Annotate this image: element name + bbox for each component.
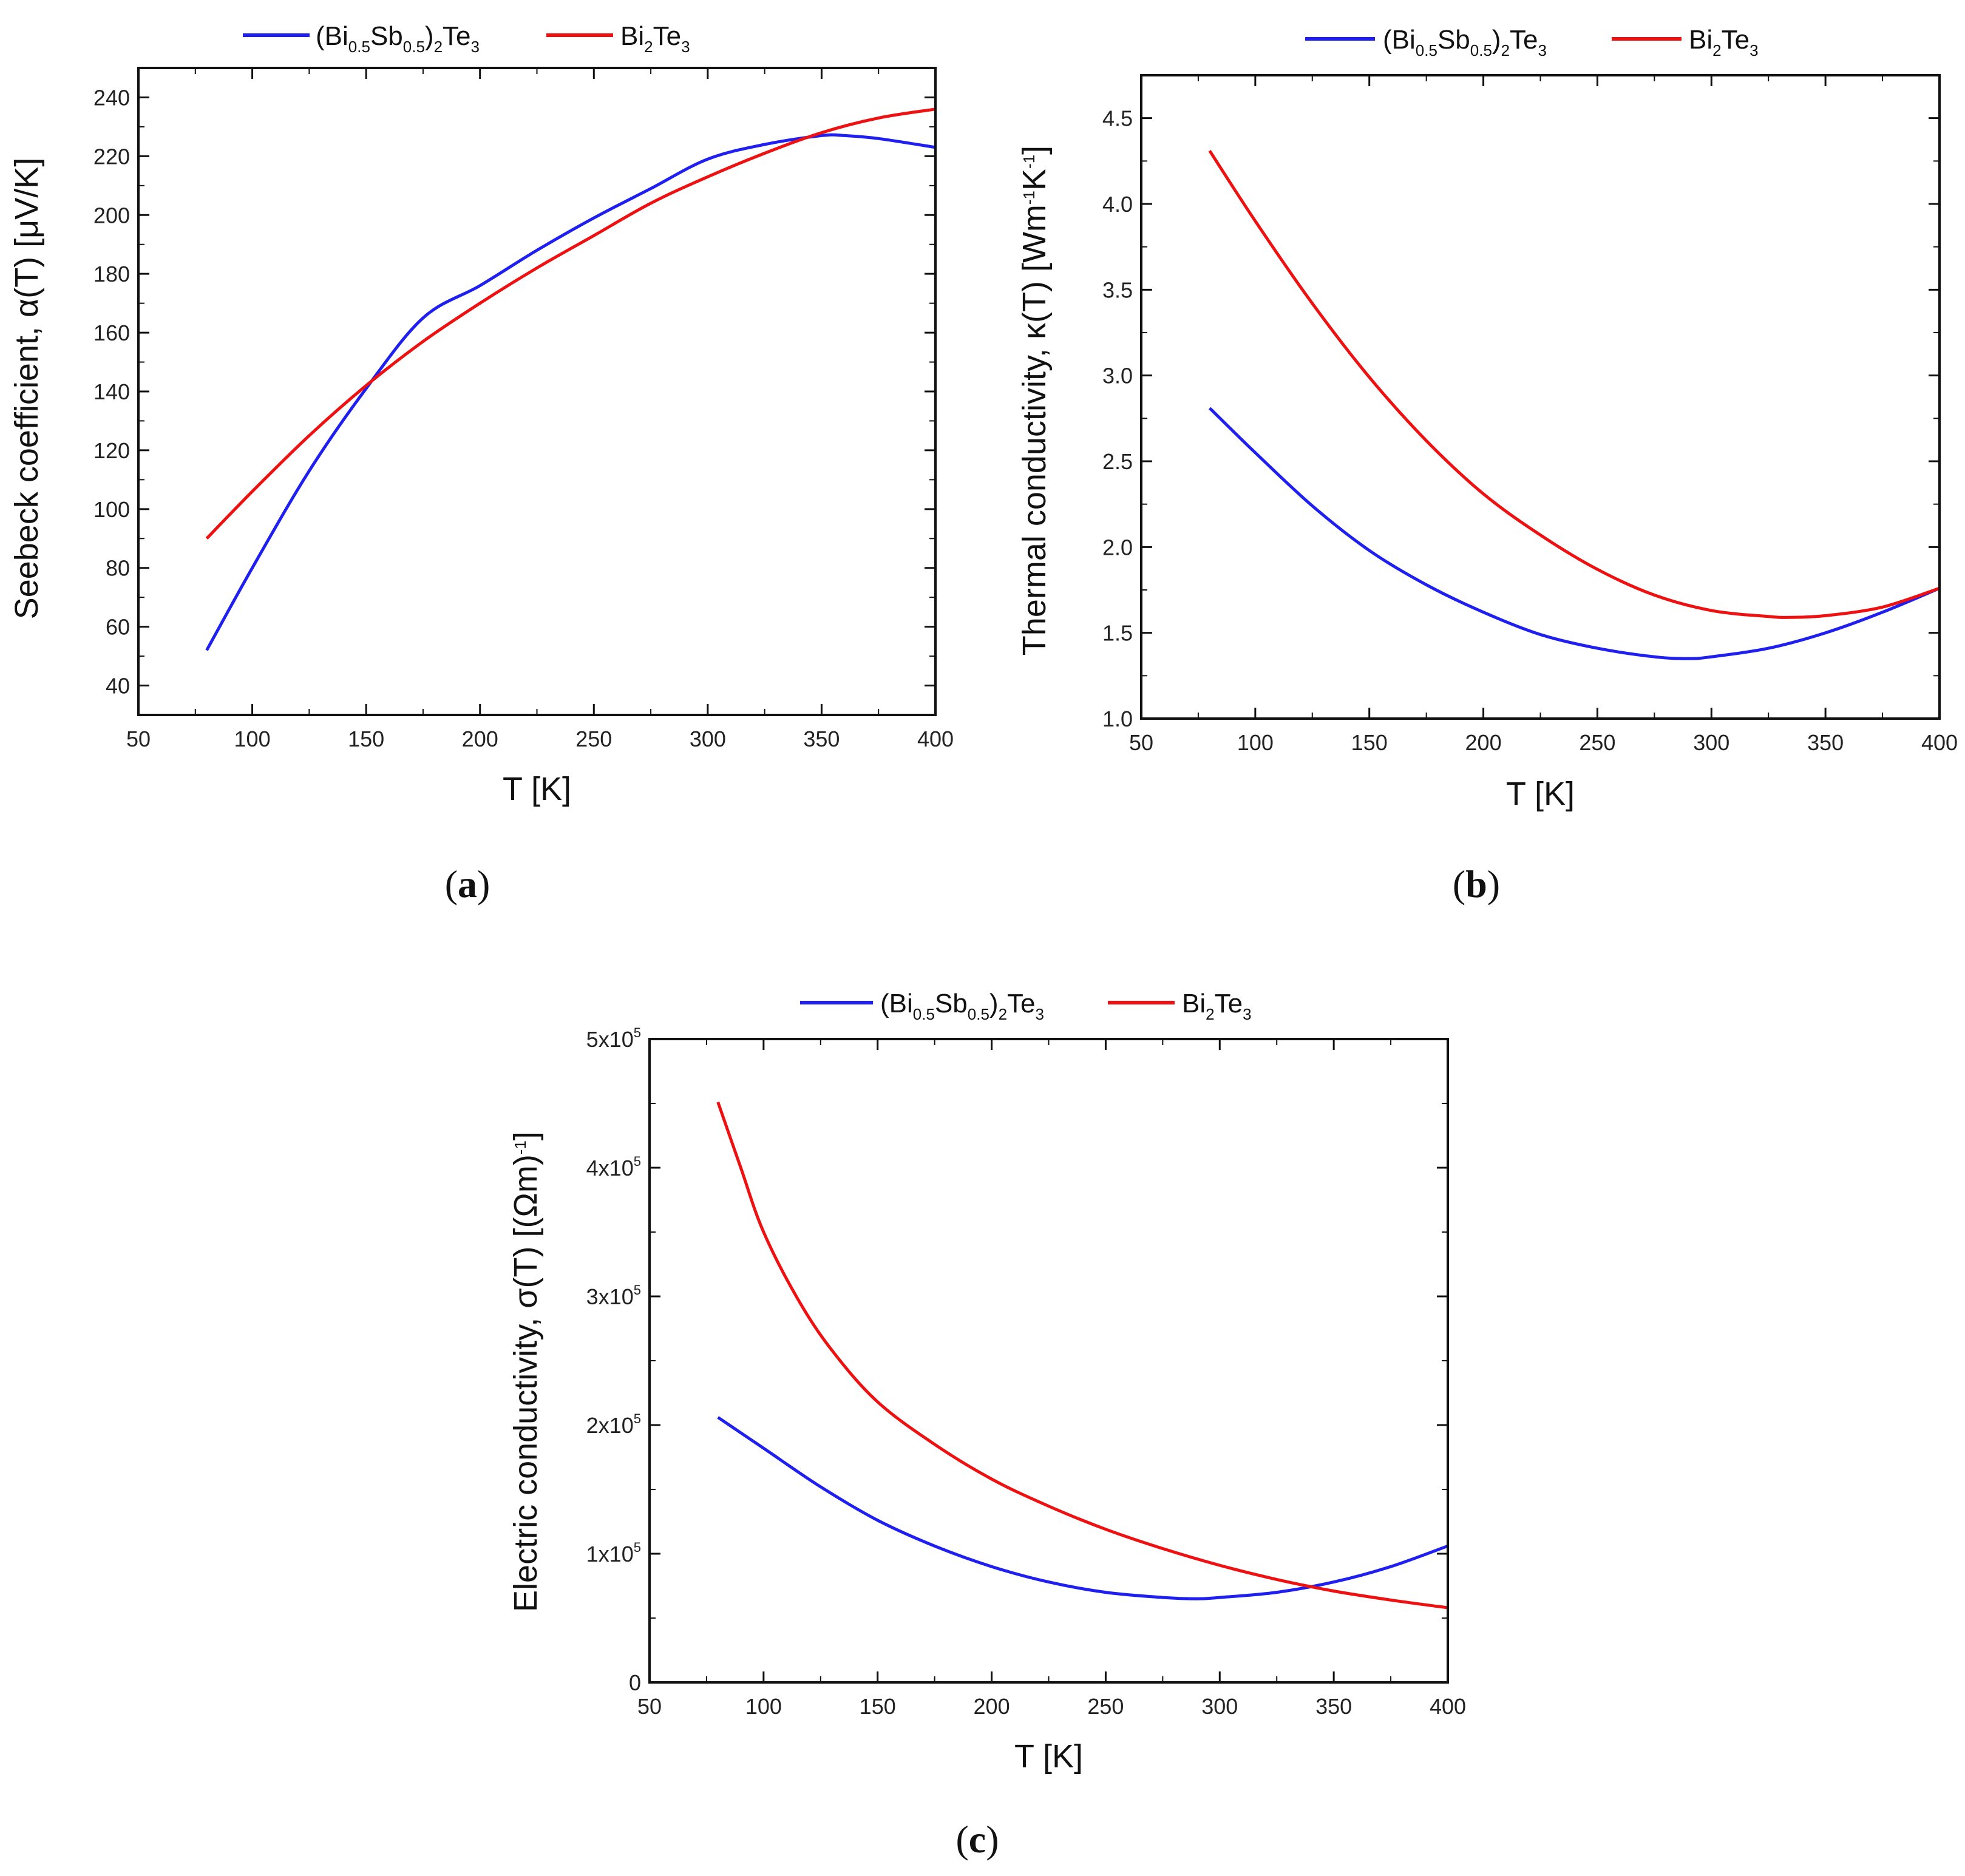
series-line--bi0-5sb0-5-2te3 (1208, 407, 1940, 660)
series-line-bi2te3 (1208, 150, 1940, 619)
y-tick-label: 5x105 (586, 1025, 641, 1052)
y-tick-label: 220 (93, 144, 130, 169)
x-tick-label: 50 (126, 726, 151, 751)
x-tick-label: 100 (1237, 730, 1274, 755)
legend-label-bisb: (Bi0.5Sb0.5)2Te3 (1383, 25, 1547, 59)
x-tick-label: 400 (1430, 1694, 1466, 1719)
x-tick-label: 200 (974, 1694, 1010, 1719)
y-tick-label: 3x105 (586, 1282, 641, 1309)
legend-label-bi2te3: Bi2Te3 (1182, 989, 1252, 1023)
chart-thermal-conductivity: (Bi0.5Sb0.5)2Te3 Bi2Te3 1.0 1.5 2.0 2.5 3.0 3… (1016, 25, 1958, 906)
series-line--bi0-5sb0-5-2te3 (205, 133, 936, 651)
legend-electric: (Bi0.5Sb0.5)2Te3 Bi2Te3 (800, 989, 1252, 1023)
x-tick-label: 200 (462, 726, 498, 751)
chart-seebeck: (Bi0.5Sb0.5)2Te3 Bi2Te3 40 60 80 100 120 140 1… (8, 21, 954, 906)
x-tick-label: 200 (1465, 730, 1502, 755)
x-tick-label: 250 (1087, 1694, 1124, 1719)
legend-label-bisb: (Bi0.5Sb0.5)2Te3 (316, 21, 480, 56)
y-tick-label: 2.5 (1102, 449, 1133, 474)
y-tick-label: 1x105 (586, 1540, 641, 1566)
series-line--bi0-5sb0-5-2te3 (717, 1416, 1448, 1600)
y-tick-label: 4x105 (586, 1154, 641, 1180)
y-tick-label: 4.0 (1102, 192, 1133, 217)
x-tick-label: 300 (1693, 730, 1729, 755)
x-tick-label: 350 (803, 726, 840, 751)
series-line-bi2te3 (205, 107, 936, 540)
y-tick-label: 2x105 (586, 1411, 641, 1438)
y-tick-label: 0 (629, 1670, 641, 1695)
y-tick-label: 2.0 (1102, 535, 1133, 560)
x-tick-label: 250 (575, 726, 612, 751)
plot-frame (137, 67, 937, 716)
x-tick-label: 150 (348, 726, 384, 751)
y-tick-label: 140 (93, 379, 130, 404)
y-tick-label: 3.0 (1102, 364, 1133, 388)
x-tick-label: 350 (1315, 1694, 1352, 1719)
y-tick-label: 100 (93, 497, 130, 522)
legend-seebeck: (Bi0.5Sb0.5)2Te3 Bi2Te3 (243, 21, 690, 56)
y-tick-label: 4.5 (1102, 106, 1133, 131)
plot-frame (1140, 74, 1941, 720)
x-axis-label: T [K] (1014, 1738, 1083, 1775)
y-tick-label: 60 (106, 615, 130, 640)
y-tick-label: 3.5 (1102, 277, 1133, 302)
legend-label-bisb: (Bi0.5Sb0.5)2Te3 (880, 989, 1044, 1023)
legend-label-bi2te3: Bi2Te3 (620, 21, 690, 56)
panel-label-b: (b) (1453, 862, 1500, 906)
y-axis-label: Electric conductivity, σ(T) [(Ωm)-1] (507, 1131, 544, 1612)
plot-frame (648, 1038, 1449, 1684)
x-tick-label: 150 (1351, 730, 1388, 755)
chart-electric-conductivity: (Bi0.5Sb0.5)2Te3 Bi2Te3 0 1x105 2x105 3x105… (507, 989, 1466, 1861)
x-tick-label: 100 (234, 726, 271, 751)
y-tick-label: 1.0 (1102, 706, 1133, 731)
x-tick-label: 50 (637, 1694, 662, 1719)
x-tick-label: 350 (1807, 730, 1844, 755)
y-tick-label: 120 (93, 438, 130, 463)
x-tick-label: 50 (1129, 730, 1153, 755)
x-tick-label: 300 (690, 726, 726, 751)
y-tick-label: 80 (106, 556, 130, 581)
x-tick-label: 250 (1579, 730, 1615, 755)
y-tick-label: 200 (93, 203, 130, 228)
y-tick-label: 160 (93, 320, 130, 345)
panel-label-a: (a) (445, 862, 490, 906)
x-axis-label: T [K] (503, 771, 571, 807)
panel-label-c: (c) (955, 1818, 999, 1861)
x-tick-label: 150 (860, 1694, 896, 1719)
y-axis-label: Thermal conductivity, κ(T) [Wm-1K-1] (1016, 146, 1053, 655)
legend-thermal: (Bi0.5Sb0.5)2Te3 Bi2Te3 (1305, 25, 1759, 59)
x-tick-label: 400 (1921, 730, 1958, 755)
legend-label-bi2te3: Bi2Te3 (1689, 25, 1759, 59)
y-tick-label: 240 (93, 85, 130, 110)
series-line-bi2te3 (716, 1102, 1448, 1610)
x-axis-label: T [K] (1506, 776, 1575, 812)
y-tick-label: 40 (106, 674, 130, 699)
x-tick-label: 300 (1201, 1694, 1238, 1719)
y-axis-label: Seebeck coefficient, α(T) [μV/K] (8, 158, 45, 620)
y-tick-label: 180 (93, 262, 130, 286)
y-tick-label: 1.5 (1102, 621, 1133, 646)
x-tick-label: 100 (745, 1694, 782, 1719)
x-tick-label: 400 (917, 726, 954, 751)
